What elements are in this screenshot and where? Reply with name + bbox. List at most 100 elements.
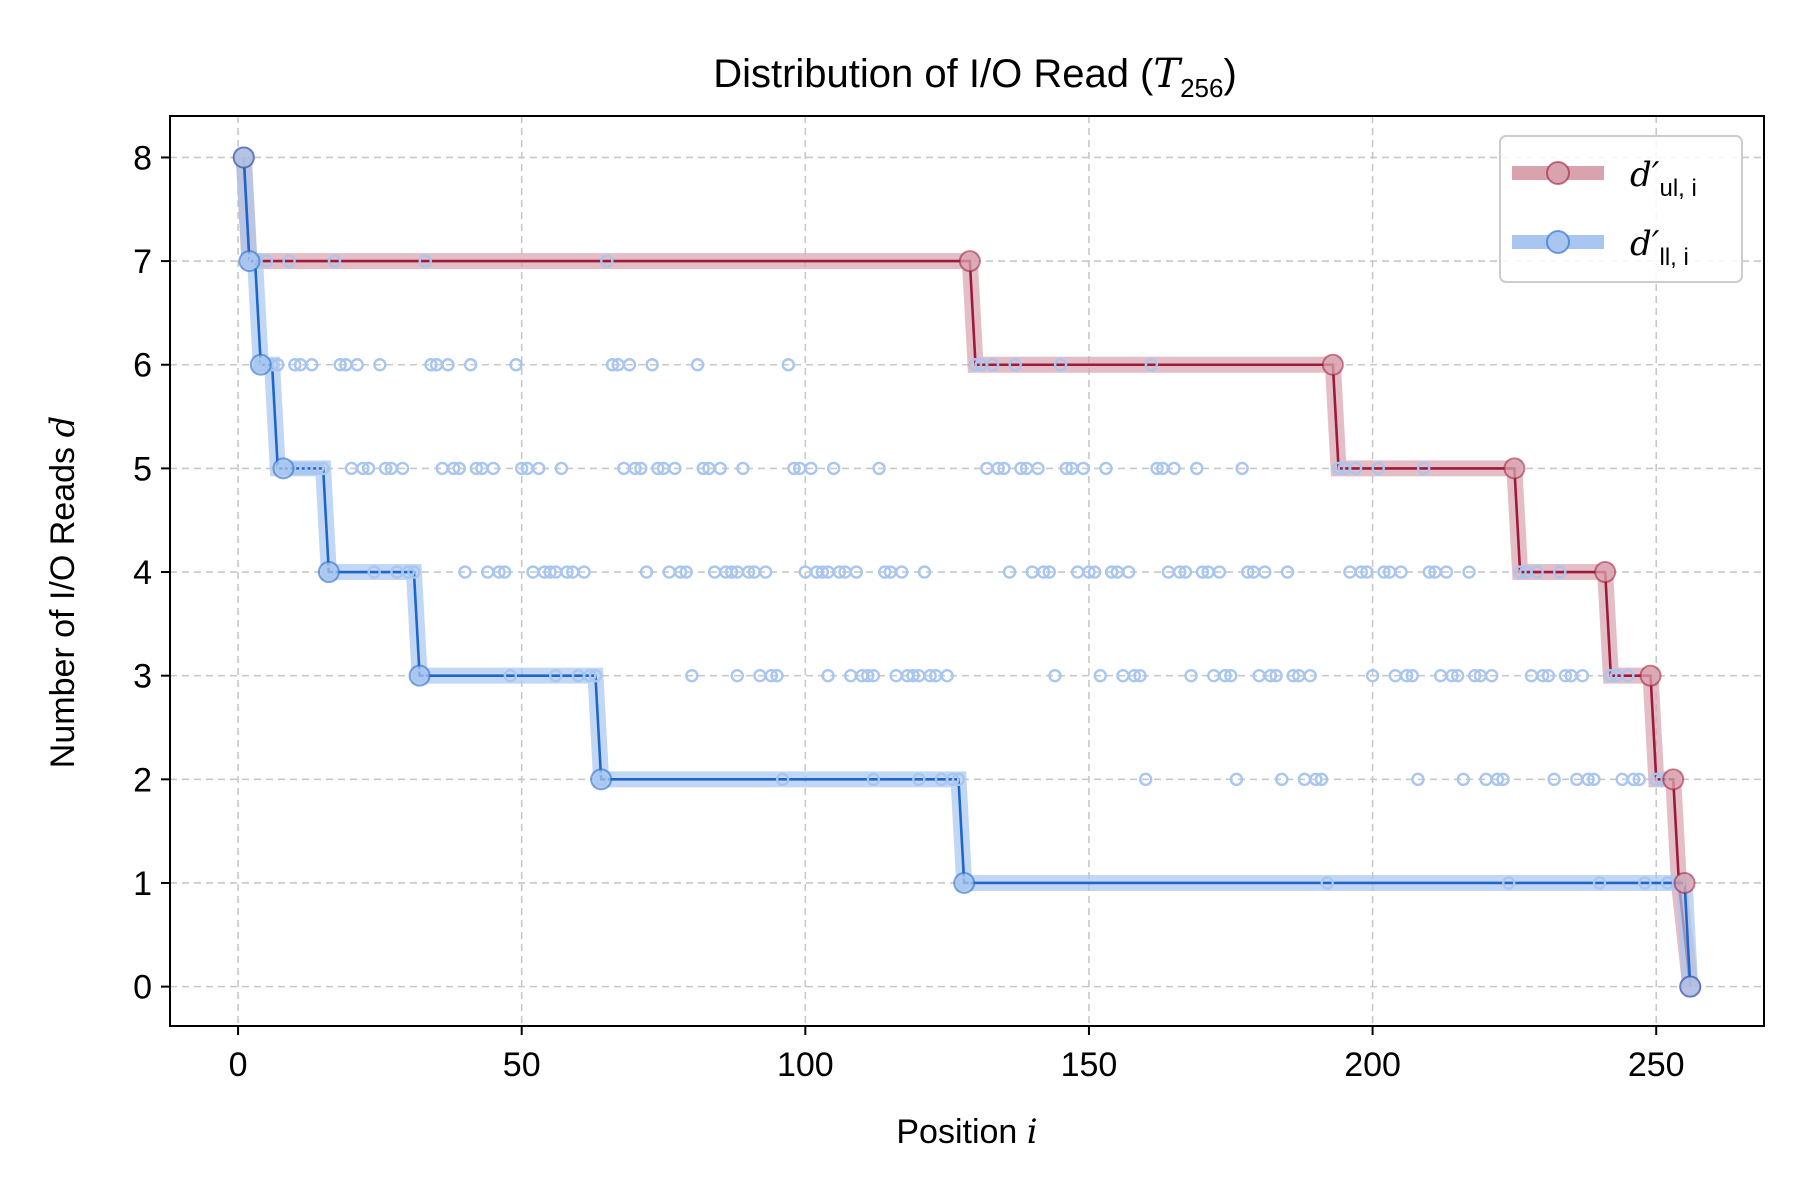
- scatter-point: [940, 668, 954, 683]
- highlight-points: [232, 146, 1702, 998]
- scatter-point: [685, 668, 699, 683]
- legend: d′ul, i d′ll, i: [1499, 135, 1743, 283]
- chart-title: Distribution of I/O Read (T256): [713, 51, 1237, 103]
- scatter-point: [543, 565, 557, 579]
- scatter-point: [1377, 565, 1391, 579]
- scatter-point: [1314, 772, 1329, 787]
- scatter-point: [1496, 772, 1510, 787]
- scatter-point: [1439, 565, 1454, 579]
- scatter-point: [651, 461, 665, 476]
- scatter-point: [1490, 772, 1505, 787]
- scatter-point: [259, 254, 274, 268]
- scatter-point: [1241, 565, 1255, 579]
- scatter-point: [1190, 461, 1204, 476]
- scatter-point: [912, 772, 926, 787]
- scatter-point: [1354, 565, 1368, 579]
- scatter-point: [600, 254, 614, 268]
- scatter-point: [1331, 461, 1346, 476]
- scatter-point: [1053, 358, 1068, 372]
- scatter-point: [282, 254, 296, 268]
- scatter-point: [1592, 876, 1607, 890]
- y-tick-label: 7: [133, 243, 152, 281]
- scatter-point: [1087, 565, 1102, 579]
- scatter-point: [1411, 772, 1425, 787]
- scatter-point: [1536, 668, 1550, 683]
- scatter-point: [588, 668, 603, 683]
- scatter-point: [1558, 668, 1573, 683]
- scatter-point: [361, 461, 376, 476]
- scatter-point: [781, 358, 796, 372]
- scatter-point: [1575, 668, 1590, 683]
- scatter-point: [787, 461, 801, 476]
- scatter-point: [1173, 565, 1187, 579]
- scatter-point: [1450, 668, 1465, 683]
- scatter-point: [622, 358, 637, 372]
- scatter-point: [985, 358, 1000, 372]
- scatter-point: [463, 358, 478, 372]
- scatter-point: [1626, 772, 1641, 787]
- highlight-point: [238, 250, 261, 273]
- plot-frame: [169, 115, 1765, 1027]
- scatter-point: [923, 668, 937, 683]
- scatter-point: [775, 772, 790, 787]
- scatter-point: [350, 358, 364, 372]
- scatter-point: [1467, 668, 1482, 683]
- y-tick-label: 8: [133, 139, 152, 177]
- scatter-point: [446, 461, 461, 476]
- scatter-point: [458, 565, 472, 579]
- scatter-point: [628, 461, 642, 476]
- scatter-point: [1405, 668, 1419, 683]
- highlight-point: [1673, 871, 1696, 894]
- axis-ticks: 0 50 100 150 200 250 0 1 2 3 4 5 6 7 8: [133, 139, 1685, 1084]
- scatter-point: [1195, 565, 1210, 579]
- scatter-point: [668, 461, 682, 476]
- scatter-point: [469, 461, 484, 476]
- scatter-point: [1121, 565, 1136, 579]
- scatter-point: [1127, 668, 1142, 683]
- scatter-point: [826, 461, 841, 476]
- x-tick-label: 50: [503, 1046, 541, 1084]
- y-tick-label: 0: [133, 969, 152, 1007]
- scatter-point: [1502, 876, 1516, 890]
- scatter-point: [1604, 668, 1618, 683]
- scatter-point: [1513, 565, 1527, 579]
- scatter-point: [736, 461, 750, 476]
- scatter-point: [764, 668, 778, 683]
- scatter-point: [690, 358, 705, 372]
- scatter-point: [418, 254, 432, 268]
- scatter-point: [532, 461, 546, 476]
- scatter-point: [758, 565, 773, 579]
- scatter-point: [1621, 668, 1635, 683]
- scatter-point: [1320, 876, 1334, 890]
- scatter-point: [401, 565, 415, 579]
- scatter-point: [861, 668, 875, 683]
- scatter-point: [1048, 668, 1062, 683]
- legend-label-ll: d′ll, i: [1630, 224, 1689, 271]
- scatter-point: [1394, 565, 1408, 579]
- highlight-point: [958, 250, 981, 273]
- scatter-point: [917, 565, 932, 579]
- x-tick-label: 250: [1628, 1046, 1685, 1084]
- highlight-point: [272, 457, 295, 480]
- scatter-point: [1036, 565, 1051, 579]
- scatter-point: [1093, 668, 1108, 683]
- scatter-point: [492, 565, 506, 579]
- highlight-point: [1639, 664, 1662, 687]
- scatter-point: [1632, 772, 1646, 787]
- y-tick-label: 5: [133, 450, 152, 488]
- scatter-point: [305, 358, 319, 372]
- scatter-point: [906, 668, 920, 683]
- scatter-points: [242, 254, 1686, 890]
- scatter-point: [878, 565, 892, 579]
- scatter-point: [560, 565, 574, 579]
- legend-entry-ll: d′ll, i: [1512, 224, 1689, 271]
- scatter-point: [1263, 668, 1278, 683]
- scatter-point: [1224, 668, 1238, 683]
- highlight-point: [249, 353, 272, 376]
- scatter-point: [373, 358, 387, 372]
- scatter-point: [1462, 565, 1476, 579]
- scatter-point: [1399, 668, 1414, 683]
- scatter-point: [1031, 461, 1045, 476]
- scatter-point: [713, 461, 727, 476]
